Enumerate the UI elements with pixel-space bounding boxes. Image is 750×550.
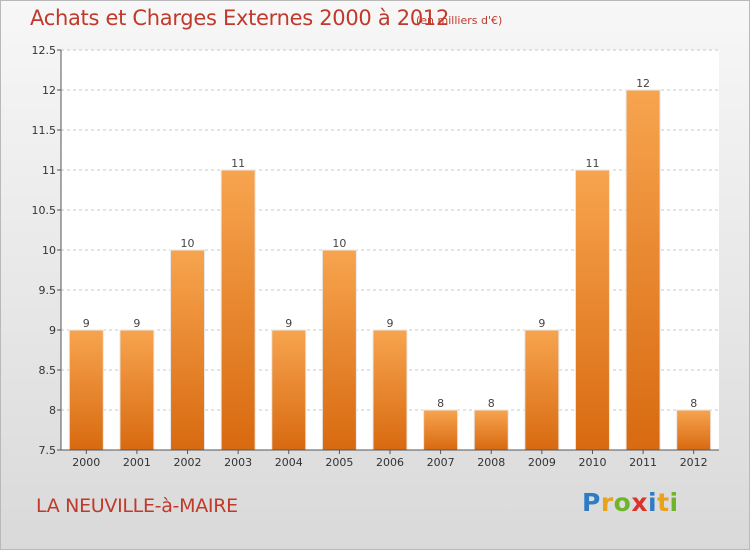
bar: [473, 409, 509, 451]
bar: [372, 329, 408, 451]
bar-group: 12: [625, 77, 661, 451]
y-tick-label: 8: [49, 404, 56, 417]
y-tick-label: 10.5: [32, 204, 57, 217]
x-tick-label: 2007: [427, 456, 455, 469]
bar: [119, 329, 155, 451]
y-tick-label: 9: [49, 324, 56, 337]
x-tick-label: 2002: [174, 456, 202, 469]
bar: [625, 89, 661, 451]
bar-group: 11: [220, 157, 256, 451]
bar: [524, 329, 560, 451]
chart-title: Achats et Charges Externes 2000 à 2012: [30, 6, 450, 30]
bar-group: 8: [676, 397, 712, 451]
bar-value-label: 11: [585, 157, 599, 170]
x-tick-label: 2012: [680, 456, 708, 469]
bar-value-label: 9: [538, 317, 545, 330]
x-tick-label: 2000: [72, 456, 100, 469]
bar-group: 10: [170, 237, 206, 451]
bar: [574, 169, 610, 451]
logo-letter: i: [669, 488, 679, 517]
bar-value-label: 8: [437, 397, 444, 410]
x-tick-label: 2004: [275, 456, 303, 469]
y-tick-label: 10: [42, 244, 56, 257]
bar-group: 10: [321, 237, 357, 451]
y-tick-label: 7.5: [39, 444, 57, 457]
bar: [423, 409, 459, 451]
y-tick-label: 12: [42, 84, 56, 97]
bar: [170, 249, 206, 451]
bar-value-label: 11: [231, 157, 245, 170]
x-tick-label: 2008: [477, 456, 505, 469]
bar-value-label: 8: [488, 397, 495, 410]
bar: [321, 249, 357, 451]
bar-group: 9: [271, 317, 307, 451]
bar-value-label: 9: [285, 317, 292, 330]
y-tick-label: 11.5: [32, 124, 57, 137]
chart-unit: (en milliers d'€): [416, 14, 503, 27]
bar-value-label: 9: [83, 317, 90, 330]
proxiti-logo: Proxiti: [582, 488, 679, 517]
bar-value-label: 9: [133, 317, 140, 330]
x-tick-label: 2003: [224, 456, 252, 469]
bar-value-label: 12: [636, 77, 650, 90]
bar-group: 9: [372, 317, 408, 451]
bar-value-label: 10: [181, 237, 195, 250]
bar-group: 9: [68, 317, 104, 451]
bar: [271, 329, 307, 451]
x-tick-label: 2001: [123, 456, 151, 469]
bar-group: 9: [524, 317, 560, 451]
y-tick-label: 8.5: [39, 364, 57, 377]
bar-value-label: 10: [332, 237, 346, 250]
logo-letter: t: [657, 488, 670, 517]
logo-letter: r: [600, 488, 614, 517]
y-tick-label: 12.5: [32, 44, 57, 57]
bar-group: 11: [574, 157, 610, 451]
x-tick-label: 2006: [376, 456, 404, 469]
x-tick-label: 2011: [629, 456, 657, 469]
logo-letter: x: [631, 488, 648, 517]
bar: [676, 409, 712, 451]
logo-letter: i: [648, 488, 658, 517]
x-tick-label: 2009: [528, 456, 556, 469]
y-tick-label: 9.5: [39, 284, 57, 297]
bar: [220, 169, 256, 451]
logo-letter: o: [613, 488, 632, 517]
bar-value-label: 9: [387, 317, 394, 330]
y-tick-label: 11: [42, 164, 56, 177]
bar-group: 9: [119, 317, 155, 451]
bar: [68, 329, 104, 451]
commune-name: LA NEUVILLE-à-MAIRE: [36, 495, 238, 517]
bar-group: 8: [423, 397, 459, 451]
logo-letter: P: [582, 488, 601, 517]
bar-value-label: 8: [690, 397, 697, 410]
bar-group: 8: [473, 397, 509, 451]
x-tick-label: 2005: [325, 456, 353, 469]
x-tick-label: 2010: [578, 456, 606, 469]
